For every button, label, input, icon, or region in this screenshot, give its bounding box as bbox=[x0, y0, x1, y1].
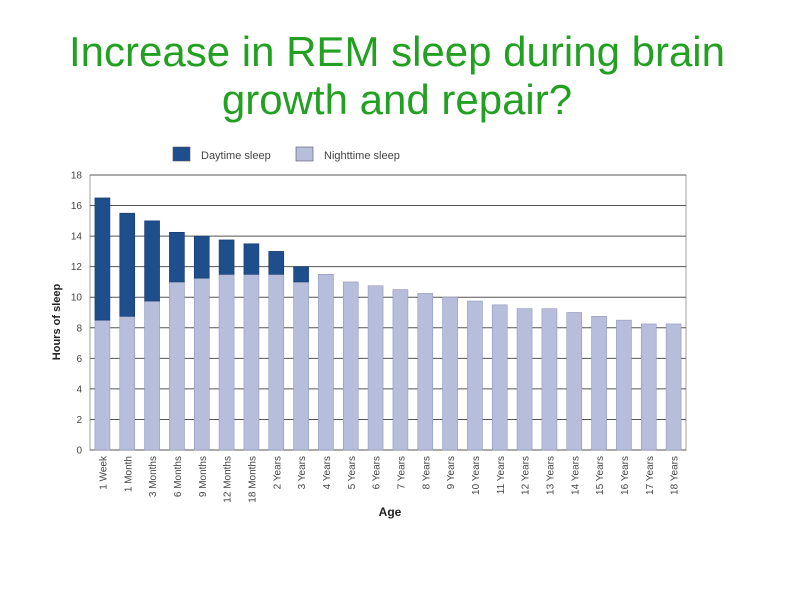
bar-nighttime bbox=[119, 316, 136, 451]
x-axis-title: Age bbox=[379, 505, 402, 519]
legend-swatch bbox=[172, 146, 191, 162]
bar-nighttime bbox=[169, 281, 185, 451]
x-tick-label: 8 Years bbox=[421, 456, 432, 489]
bar-nighttime bbox=[318, 274, 334, 451]
bar-nighttime bbox=[516, 308, 533, 451]
y-tick-label: 10 bbox=[71, 293, 83, 304]
y-tick-label: 18 bbox=[71, 171, 83, 182]
bar-daytime bbox=[94, 197, 111, 321]
bar-nighttime bbox=[491, 304, 508, 451]
y-tick-label: 8 bbox=[76, 323, 82, 334]
x-tick-label: 6 Months bbox=[173, 456, 184, 497]
bar-daytime bbox=[218, 239, 235, 275]
bar-nighttime bbox=[442, 296, 458, 451]
y-tick-label: 14 bbox=[71, 232, 83, 243]
bar-nighttime bbox=[293, 281, 309, 451]
x-tick-label: 16 Years bbox=[620, 456, 631, 495]
x-tick-label: 2 Years bbox=[272, 456, 283, 489]
bar-daytime bbox=[193, 235, 210, 279]
bar-nighttime bbox=[392, 289, 409, 451]
bar-nighttime bbox=[591, 316, 607, 451]
x-tick-label: 1 Week bbox=[98, 455, 109, 490]
x-tick-label: 1 Month bbox=[123, 456, 134, 492]
x-tick-label: 6 Years bbox=[372, 456, 383, 489]
bar-daytime bbox=[119, 212, 136, 317]
x-tick-label: 17 Years bbox=[645, 456, 656, 495]
bar-daytime bbox=[144, 220, 160, 302]
x-tick-label: 12 Months bbox=[223, 456, 234, 503]
x-tick-label: 9 Months bbox=[198, 456, 209, 497]
slide-title-line1: Increase in REM sleep during brain bbox=[68, 28, 725, 75]
x-tick-label: 18 Years bbox=[670, 456, 681, 495]
bar-nighttime bbox=[243, 274, 260, 451]
bar-nighttime bbox=[640, 323, 657, 451]
x-tick-label: 5 Years bbox=[347, 456, 358, 489]
plot-area bbox=[89, 174, 687, 451]
x-tick-label: 7 Years bbox=[396, 456, 407, 489]
y-tick-label: 12 bbox=[71, 262, 83, 273]
x-tick-label: 4 Years bbox=[322, 456, 333, 489]
x-tick-label: 9 Years bbox=[446, 456, 457, 489]
x-tick-label: 15 Years bbox=[595, 456, 606, 495]
bar-nighttime bbox=[417, 293, 434, 451]
y-tick-label: 4 bbox=[76, 384, 82, 395]
y-tick-label: 2 bbox=[76, 415, 82, 426]
bar-daytime bbox=[293, 266, 309, 283]
legend-label: Daytime sleep bbox=[201, 150, 271, 162]
bar-nighttime bbox=[218, 274, 235, 451]
bar-nighttime bbox=[367, 285, 384, 451]
bar-nighttime bbox=[467, 300, 483, 451]
bar-nighttime bbox=[342, 281, 359, 451]
x-tick-label: 13 Years bbox=[545, 456, 556, 495]
bar-daytime bbox=[268, 251, 285, 275]
x-tick-label: 11 Years bbox=[496, 456, 507, 494]
legend-swatch bbox=[295, 146, 314, 162]
bar-daytime bbox=[243, 243, 260, 275]
y-axis-title: Hours of sleep bbox=[51, 284, 63, 361]
y-tick-label: 6 bbox=[76, 354, 82, 365]
legend-label: Nighttime sleep bbox=[324, 150, 400, 162]
y-tick-label: 16 bbox=[71, 201, 83, 212]
bar-nighttime bbox=[144, 300, 160, 451]
slide-title-line2: growth and repair? bbox=[221, 76, 573, 123]
x-tick-label: 14 Years bbox=[570, 456, 581, 495]
x-tick-label: 3 Months bbox=[148, 456, 159, 497]
slide-title: Increase in REM sleep during brain growt… bbox=[0, 28, 794, 124]
y-tick-label: 0 bbox=[76, 446, 82, 457]
bar-nighttime bbox=[193, 277, 210, 451]
x-tick-label: 12 Years bbox=[521, 456, 532, 495]
bar-nighttime bbox=[268, 274, 285, 451]
bar-nighttime bbox=[541, 308, 558, 451]
bar-nighttime bbox=[616, 319, 632, 451]
x-tick-label: 18 Months bbox=[247, 456, 258, 503]
x-tick-label: 3 Years bbox=[297, 456, 308, 489]
bar-nighttime bbox=[665, 323, 682, 451]
bar-nighttime bbox=[566, 312, 583, 451]
x-tick-label: 10 Years bbox=[471, 456, 482, 495]
bar-nighttime bbox=[94, 319, 111, 451]
bar-daytime bbox=[169, 231, 185, 283]
